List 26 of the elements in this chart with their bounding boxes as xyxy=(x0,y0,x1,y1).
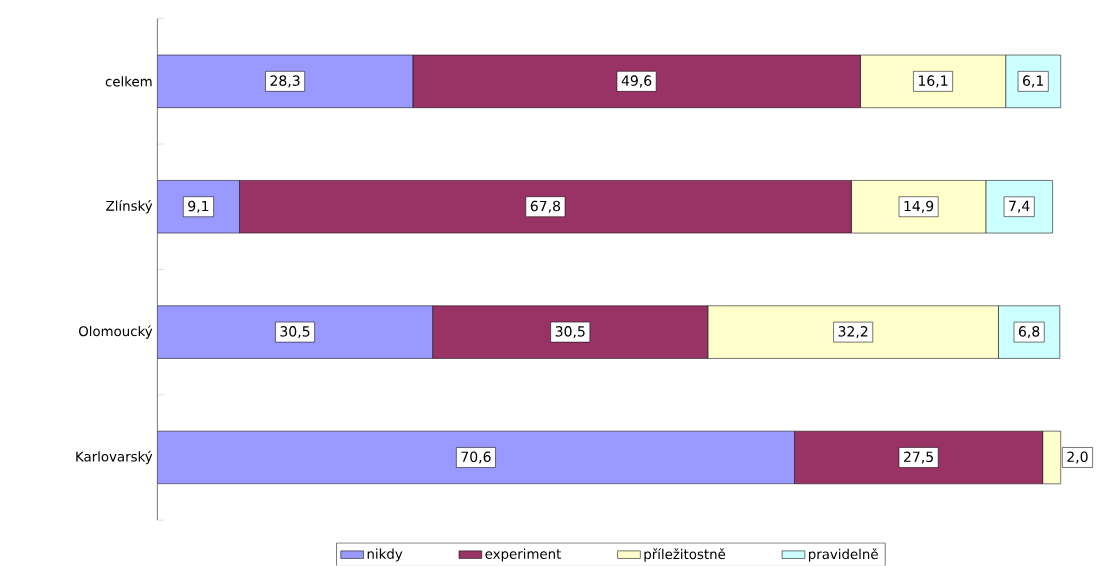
y-tick-label: celkem xyxy=(105,76,152,87)
data-label: 27,5 xyxy=(904,451,933,464)
data-label: 7,4 xyxy=(1009,201,1030,213)
y-tick-label: Zlínský xyxy=(106,200,153,214)
data-label: 14,9 xyxy=(904,200,934,213)
data-label: 30,5 xyxy=(280,326,310,339)
data-label: 30,5 xyxy=(555,326,585,339)
data-label: 6,8 xyxy=(1018,326,1040,339)
data-label: 2,0 xyxy=(1067,451,1088,464)
data-label: 6,1 xyxy=(1023,75,1044,88)
data-label: 70,6 xyxy=(461,451,491,464)
y-tick-label: Olomoucký xyxy=(78,325,153,340)
data-label: 67,8 xyxy=(530,200,561,213)
legend-label: experiment xyxy=(485,548,561,562)
data-label: 49,6 xyxy=(621,75,652,88)
bar xyxy=(157,305,433,359)
legend-label: nikdy xyxy=(367,548,403,562)
data-label: 32,2 xyxy=(838,326,868,339)
data-label: 9,1 xyxy=(188,200,209,213)
y-tick-label: Karlovarský xyxy=(76,451,153,465)
bar xyxy=(157,431,795,485)
legend-label: příležitostně xyxy=(644,548,726,563)
bar xyxy=(157,55,414,109)
legend-label: pravidelně xyxy=(808,548,878,563)
data-label: 28,3 xyxy=(270,75,300,88)
data-label: 16,1 xyxy=(918,75,948,88)
